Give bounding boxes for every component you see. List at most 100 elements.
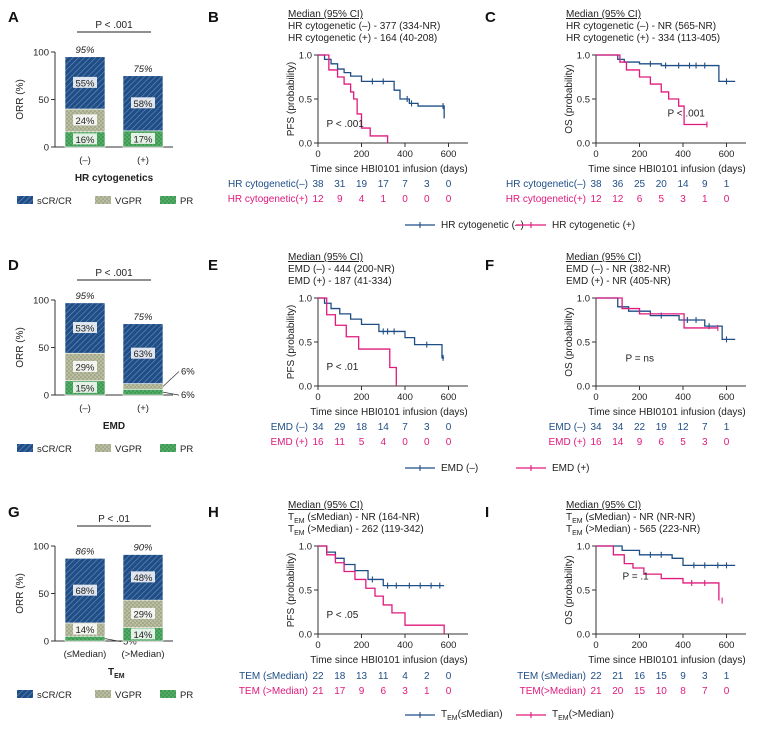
label-subscript: EM xyxy=(558,715,569,722)
risk-value: 18 xyxy=(334,671,346,682)
km-curve-group-1 xyxy=(596,54,736,83)
median-line: TEM (>Median) - 262 (119-342) xyxy=(288,524,424,537)
risk-value: 16 xyxy=(312,437,324,448)
x-axis-label: Time since HBI0101 infusion (days) xyxy=(588,407,745,418)
risk-value: 12 xyxy=(677,422,689,433)
risk-value: 14 xyxy=(378,422,390,433)
legend-swatch xyxy=(17,444,33,452)
y-axis-label: OS (probability) xyxy=(564,555,575,624)
km-curve-group-2 xyxy=(318,297,397,386)
y-tick-label: 1.0 xyxy=(299,51,312,62)
data-label: 14% xyxy=(133,630,153,641)
label-subscript: EM xyxy=(572,530,583,537)
x-tick-label: 400 xyxy=(397,149,413,160)
risk-value: 0 xyxy=(446,686,452,697)
data-label-bg xyxy=(131,347,155,359)
data-label-bg xyxy=(131,607,155,619)
risk-value: 36 xyxy=(612,179,624,190)
label-subscript: EM xyxy=(447,715,458,722)
y-tick-label: 0.0 xyxy=(577,382,590,393)
label-part: (≤Median) - NR (164-NR) xyxy=(305,512,420,523)
risk-value: 22 xyxy=(590,671,602,682)
y-tick-label: 0.0 xyxy=(577,139,590,150)
x-tick-label: 200 xyxy=(632,149,648,160)
legend-swatch xyxy=(160,690,176,698)
km-legend-1: HR cytogenetic (–) HR cytogenetic (+) xyxy=(405,220,635,231)
risk-value: 4 xyxy=(380,437,386,448)
data-label: 6% xyxy=(181,366,195,377)
median-line: EMD (–) - 444 (200-NR) xyxy=(288,264,395,275)
risk-value: 14 xyxy=(677,179,689,190)
risk-value: 0 xyxy=(446,179,452,190)
risk-value: 9 xyxy=(637,437,643,448)
x-tick-label: 200 xyxy=(354,149,370,160)
x-tick-label: 400 xyxy=(397,392,413,403)
panel-letter-d: D xyxy=(8,257,19,274)
legend-label: PR xyxy=(180,196,193,207)
callout-line xyxy=(162,371,180,387)
risk-value: 11 xyxy=(378,671,389,682)
risk-value: 16 xyxy=(634,671,646,682)
x-tick-label: (–) xyxy=(79,403,91,414)
panel-letter-e: E xyxy=(208,257,218,274)
risk-value: 34 xyxy=(590,422,602,433)
risk-value: 14 xyxy=(612,437,624,448)
x-tick-label: 0 xyxy=(593,392,598,403)
x-tick-label: 600 xyxy=(441,149,457,160)
x-axis-label: Time since HBI0101 infusion (days) xyxy=(310,407,467,418)
y-tick-label: 100 xyxy=(33,296,49,307)
y-tick-label: 50 xyxy=(38,95,49,106)
legend-label: HR cytogenetic (–) xyxy=(441,220,524,231)
km-curve-group-2 xyxy=(596,54,707,126)
y-tick-label: 50 xyxy=(38,589,49,600)
data-label-bg xyxy=(73,322,97,334)
legend-label: VGPR xyxy=(115,690,142,701)
legend-label: TEM(≤Median) xyxy=(441,709,503,722)
risk-value: 8 xyxy=(680,686,686,697)
legend-label: PR xyxy=(180,690,193,701)
total-label: 95% xyxy=(75,45,95,56)
risk-value: 9 xyxy=(680,671,686,682)
y-tick-label: 0.0 xyxy=(299,139,312,150)
risk-value: 15 xyxy=(634,686,646,697)
km-legend-2: EMD (–) EMD (+) xyxy=(405,463,590,474)
median-line: TEM (≤Median) - NR (164-NR) xyxy=(288,512,420,525)
risk-value: 12 xyxy=(312,194,324,205)
legend-swatch xyxy=(160,444,176,452)
risk-value: 0 xyxy=(446,194,452,205)
risk-value: 29 xyxy=(334,422,346,433)
risk-value: 22 xyxy=(312,671,324,682)
x-tick-label: 600 xyxy=(719,149,735,160)
x-tick-label: 0 xyxy=(315,149,320,160)
x-tick-label: 600 xyxy=(719,392,735,403)
median-line: EMD (+) - 187 (41-334) xyxy=(288,276,392,287)
risk-value: 5 xyxy=(359,437,365,448)
risk-value: 4 xyxy=(402,671,408,682)
risk-row-label: HR cytogenetic(+) xyxy=(506,194,586,205)
risk-value: 21 xyxy=(590,686,602,697)
x-tick-label: 200 xyxy=(632,392,648,403)
x-tick-label: 200 xyxy=(354,392,370,403)
km-legend-3: TEM(≤Median) TEM(>Median) xyxy=(405,709,614,722)
y-axis-label: OS (probability) xyxy=(564,307,575,376)
risk-value: 3 xyxy=(402,686,408,697)
label-part: (>Median) - 565 (223-NR) xyxy=(583,524,701,535)
callout-line xyxy=(162,391,180,396)
panel-letter-g: G xyxy=(8,504,20,521)
km-curve-group-2 xyxy=(318,54,389,143)
median-line: HR cytogenetic (–) - 377 (334-NR) xyxy=(288,21,440,32)
median-line: EMD (–) - NR (382-NR) xyxy=(566,264,670,275)
median-line: EMD (+) - NR (405-NR) xyxy=(566,276,671,287)
risk-value: 17 xyxy=(334,686,346,697)
legend-label: EMD (+) xyxy=(552,463,590,474)
data-label: 5% xyxy=(123,637,137,648)
risk-value: 1 xyxy=(380,194,386,205)
label-part: T xyxy=(441,709,447,720)
legend-label: sCR/CR xyxy=(37,690,72,701)
label-part: (>Median) - 262 (119-342) xyxy=(305,524,424,535)
risk-value: 21 xyxy=(312,686,324,697)
legend-swatch xyxy=(95,690,111,698)
km-curve-group-1 xyxy=(318,297,445,359)
risk-value: 0 xyxy=(724,437,730,448)
